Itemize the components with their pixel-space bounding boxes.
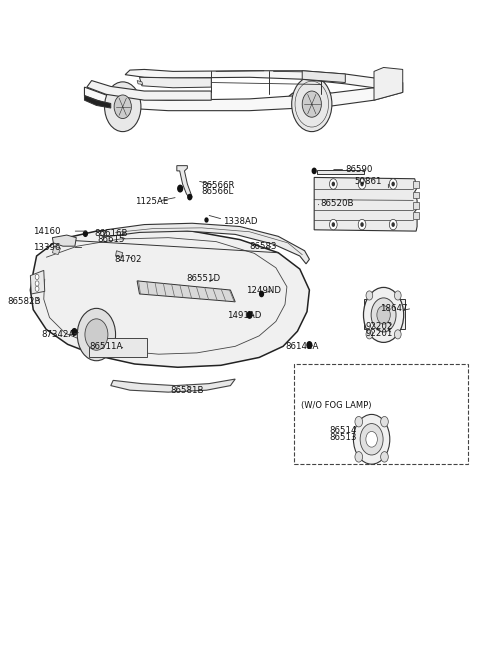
Polygon shape [314, 177, 417, 231]
Polygon shape [30, 270, 45, 294]
Text: 87342A: 87342A [41, 330, 75, 339]
Circle shape [391, 182, 395, 186]
Text: 86551D: 86551D [186, 274, 220, 283]
Circle shape [77, 308, 116, 361]
Circle shape [85, 319, 108, 350]
Text: 92202: 92202 [366, 322, 393, 331]
Text: 1491AD: 1491AD [227, 311, 261, 320]
Circle shape [366, 330, 372, 339]
FancyBboxPatch shape [89, 338, 147, 358]
Text: 86513: 86513 [329, 433, 357, 442]
Circle shape [389, 178, 397, 189]
Circle shape [363, 287, 404, 342]
Circle shape [381, 451, 388, 462]
Circle shape [205, 218, 208, 222]
Circle shape [360, 222, 364, 227]
Polygon shape [52, 246, 60, 255]
Circle shape [35, 274, 39, 279]
Text: 1338AD: 1338AD [223, 216, 258, 226]
Circle shape [329, 219, 337, 230]
FancyBboxPatch shape [294, 364, 468, 464]
Circle shape [247, 312, 252, 318]
Polygon shape [52, 235, 76, 246]
Text: 86615: 86615 [98, 235, 125, 244]
Circle shape [366, 291, 372, 300]
Text: 86511A: 86511A [89, 342, 122, 351]
Polygon shape [104, 223, 310, 264]
Text: 86142A: 86142A [285, 342, 318, 351]
Circle shape [260, 291, 264, 297]
Circle shape [360, 424, 383, 455]
Text: 1125AE: 1125AE [135, 197, 168, 205]
Circle shape [355, 417, 362, 427]
Circle shape [312, 169, 316, 173]
Circle shape [35, 286, 39, 291]
Polygon shape [137, 81, 143, 85]
Polygon shape [374, 68, 403, 100]
Polygon shape [317, 170, 364, 173]
Text: 18647: 18647 [380, 304, 408, 313]
Text: 86566R: 86566R [202, 181, 235, 190]
Polygon shape [87, 81, 211, 100]
Circle shape [360, 182, 364, 186]
Text: 86583: 86583 [250, 241, 277, 251]
Polygon shape [111, 379, 235, 392]
Circle shape [292, 77, 332, 132]
Text: 84702: 84702 [115, 255, 142, 264]
Polygon shape [84, 96, 111, 108]
Polygon shape [30, 228, 310, 367]
Polygon shape [137, 281, 235, 302]
Text: 86581B: 86581B [170, 386, 204, 395]
Polygon shape [364, 298, 405, 329]
Text: 86566L: 86566L [202, 188, 234, 196]
Text: 92201: 92201 [366, 329, 393, 338]
Circle shape [302, 91, 322, 117]
Circle shape [358, 219, 366, 230]
Text: 86582B: 86582B [7, 297, 41, 306]
Polygon shape [413, 212, 420, 218]
Circle shape [366, 432, 377, 447]
Circle shape [307, 342, 312, 348]
Circle shape [371, 298, 396, 332]
Circle shape [353, 415, 390, 464]
Circle shape [358, 178, 366, 189]
Circle shape [178, 185, 182, 192]
Text: 86616B: 86616B [95, 229, 128, 238]
Polygon shape [116, 251, 123, 257]
Text: 14160: 14160 [33, 226, 60, 236]
Circle shape [35, 281, 39, 286]
Polygon shape [413, 181, 420, 188]
Circle shape [395, 291, 401, 300]
Circle shape [391, 222, 395, 227]
Polygon shape [84, 83, 403, 111]
Text: 86590: 86590 [345, 165, 372, 174]
Circle shape [72, 329, 77, 335]
Polygon shape [302, 71, 345, 83]
Circle shape [84, 231, 87, 236]
Polygon shape [413, 192, 420, 198]
Circle shape [377, 306, 390, 324]
Circle shape [381, 417, 388, 427]
Circle shape [114, 95, 132, 119]
Circle shape [188, 194, 192, 199]
Text: 13396: 13396 [33, 243, 60, 252]
Circle shape [355, 451, 362, 462]
Text: 86520B: 86520B [321, 199, 354, 208]
Text: 50861: 50861 [355, 177, 383, 186]
Circle shape [395, 330, 401, 339]
Text: 86514: 86514 [329, 426, 357, 436]
Circle shape [329, 178, 337, 189]
Polygon shape [177, 166, 192, 198]
Polygon shape [413, 202, 420, 209]
Text: 1249ND: 1249ND [246, 286, 281, 295]
Circle shape [332, 222, 335, 227]
Circle shape [389, 219, 397, 230]
Text: (W/O FOG LAMP): (W/O FOG LAMP) [301, 401, 372, 410]
Polygon shape [125, 70, 384, 88]
Circle shape [332, 182, 335, 186]
Circle shape [105, 82, 141, 132]
Polygon shape [140, 77, 211, 88]
